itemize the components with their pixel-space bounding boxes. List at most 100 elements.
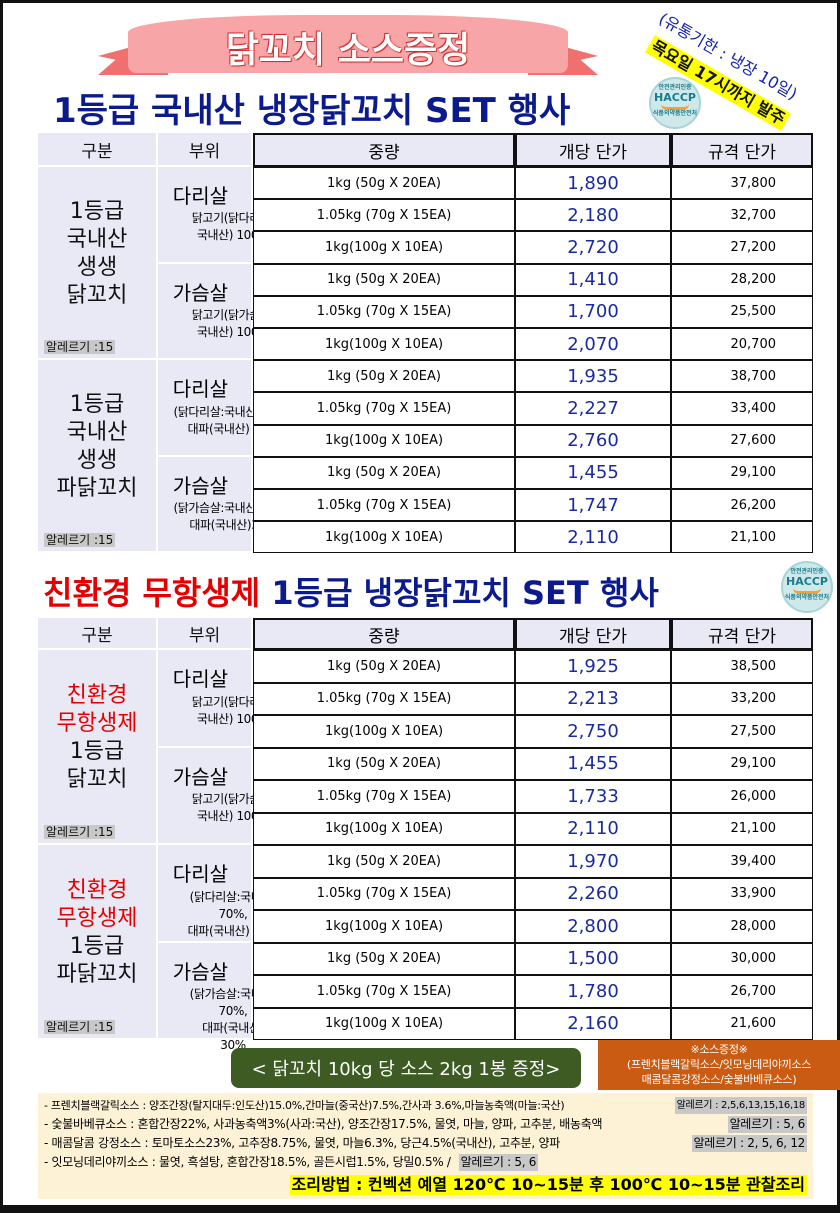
spec-price-cell: 38,700 [671, 360, 813, 393]
weight-cell: 1kg(100g X 10EA) [253, 910, 515, 943]
spec-price-cell: 28,000 [671, 910, 813, 943]
sauce-row: - 프렌치블랙갈릭소스 : 양조간장(탈지대두:인도산)15.0%,간마늘(중국… [44, 1097, 807, 1114]
category-cell: 친환경 무항생제 1등급 파닭꼬치 알레르기 :15 [38, 845, 158, 1040]
allergy-badge: 알레르기 :15 [44, 340, 116, 355]
weight-cell: 1.05kg (70g X 15EA) [253, 392, 515, 425]
ingredient-text: (닭가슴살:국내산) 70%, 대파(국내산) 30% [189, 987, 277, 1053]
sauce-ingredients: - 잇모닝데리야끼소스 : 물엿, 흑설탕, 혼합간장18.5%, 골든시럽1.… [44, 1155, 451, 1169]
unit-price-cell: 2,800 [515, 910, 671, 943]
part-name: 다리살 [172, 667, 228, 692]
spec-price-cell: 29,100 [671, 747, 813, 780]
header-category: 구분 [38, 618, 158, 650]
haccp-smile-icon [661, 104, 689, 110]
unit-price-cell: 2,110 [515, 521, 671, 554]
category-name: 1등급 국내산 생생 닭꼬치 [66, 198, 128, 308]
unit-price-cell: 1,970 [515, 845, 671, 878]
haccp-top-text: 안전관리인증 [658, 84, 692, 91]
sauce-gift-title: ※소스증정※ [690, 1043, 748, 1056]
unit-price-cell: 2,227 [515, 392, 671, 425]
allergy-badge: 알레르기 :15 [44, 1020, 116, 1034]
haccp-mark: HACCP [654, 91, 696, 104]
spec-price-cell: 29,100 [671, 456, 813, 489]
weight-cell: 1.05kg (70g X 15EA) [253, 877, 515, 910]
spec-price-cell: 26,200 [671, 489, 813, 522]
sauce-row: - 잇모닝데리야끼소스 : 물엿, 흑설탕, 혼합간장18.5%, 골든시럽1.… [44, 1154, 807, 1171]
spec-price-cell: 33,200 [671, 682, 813, 715]
unit-price-cell: 2,750 [515, 715, 671, 748]
section2-title-main: 1등급 냉장닭꼬치 SET 행사 [271, 574, 659, 612]
spec-price-cell: 33,900 [671, 877, 813, 910]
category-eco-label: 친환경 무항생제 [56, 682, 138, 736]
unit-price-cell: 1,700 [515, 295, 671, 328]
spec-price-cell: 21,100 [671, 521, 813, 554]
weight-cell: 1kg(100g X 10EA) [253, 715, 515, 748]
sauce-allergy: 알레르기 : 5, 6 [727, 1116, 807, 1133]
sauce-ingredients: - 매콤달콤 강정소스 : 토마토소스23%, 고추장8.75%, 물엿, 마늘… [44, 1136, 560, 1150]
unit-price-cell: 2,160 [515, 1007, 671, 1040]
haccp-logo: 안전관리인증 HACCP 식품의약품안전처 [649, 77, 701, 129]
spec-price-cell: 26,700 [671, 975, 813, 1008]
header-unit-price: 개당 단가 [515, 133, 671, 167]
sauce-allergy: 알레르기 : 2,5,6,13,15,16,18 [674, 1097, 807, 1114]
unit-price-cell: 1,890 [515, 167, 671, 200]
header-spec-price: 규격 단가 [671, 618, 813, 650]
haccp-mark: HACCP [786, 575, 828, 588]
part-cell [158, 942, 253, 1040]
gift-banner: < 닭꼬치 10kg 당 소스 2kg 1봉 증정> [231, 1048, 581, 1088]
weight-cell: 1kg(100g X 10EA) [253, 521, 515, 554]
category-name: 1등급 국내산 생생 파닭꼬치 [56, 391, 138, 501]
section1-title: 1등급 국내산 냉장닭꼬치 SET 행사 [53, 91, 571, 131]
weight-cell: 1kg (50g X 20EA) [253, 650, 515, 683]
sauce-row: - 숯불바베큐소스 : 혼합간장22%, 사과농축액3%(사과:국산), 양조간… [44, 1116, 807, 1133]
weight-cell: 1.05kg (70g X 15EA) [253, 975, 515, 1008]
weight-cell: 1kg(100g X 10EA) [253, 231, 515, 264]
allergy-badge: 알레르기 :15 [44, 533, 116, 548]
unit-price-cell: 1,455 [515, 456, 671, 489]
section2-title-eco: 친환경 무항생제 [43, 574, 261, 612]
unit-price-cell: 1,935 [515, 360, 671, 393]
part-cell [158, 360, 253, 457]
unit-price-cell: 1,780 [515, 975, 671, 1008]
spec-price-cell: 32,700 [671, 199, 813, 232]
weight-cell: 1.05kg (70g X 15EA) [253, 780, 515, 813]
unit-price-cell: 2,110 [515, 812, 671, 845]
unit-price-cell: 2,720 [515, 231, 671, 264]
haccp-bottom-text: 식품의약품안전처 [652, 110, 698, 117]
spec-price-cell: 28,200 [671, 263, 813, 296]
haccp-top-text: 안전관리인증 [790, 568, 824, 575]
spec-price-cell: 39,400 [671, 845, 813, 878]
sauce-gift-line: (프렌치블랙갈릭소스/잇모닝데리야끼소스 [626, 1058, 812, 1071]
spec-price-cell: 38,500 [671, 650, 813, 683]
weight-cell: 1.05kg (70g X 15EA) [253, 682, 515, 715]
spec-price-cell: 33,400 [671, 392, 813, 425]
header-part: 부위 [158, 133, 253, 167]
unit-price-cell: 2,213 [515, 682, 671, 715]
unit-price-cell: 1,500 [515, 942, 671, 975]
part-cell [158, 747, 253, 845]
haccp-bottom-text: 식품의약품안전처 [784, 594, 830, 601]
header-unit-price: 개당 단가 [515, 618, 671, 650]
spec-price-cell: 20,700 [671, 328, 813, 361]
header-part: 부위 [158, 618, 253, 650]
weight-cell: 1kg(100g X 10EA) [253, 1007, 515, 1040]
weight-cell: 1kg(100g X 10EA) [253, 424, 515, 457]
category-name: 1등급 파닭꼬치 [56, 933, 138, 987]
unit-price-cell: 1,733 [515, 780, 671, 813]
haccp-smile-icon [793, 588, 821, 594]
section2-title: 친환경 무항생제 1등급 냉장닭꼬치 SET 행사 [43, 568, 659, 614]
unit-price-cell: 2,180 [515, 199, 671, 232]
spec-price-cell: 27,500 [671, 715, 813, 748]
sauce-row: - 매콤달콤 강정소스 : 토마토소스23%, 고추장8.75%, 물엿, 마늘… [44, 1135, 807, 1152]
sauce-ingredients: - 숯불바베큐소스 : 혼합간장22%, 사과농축액3%(사과:국산), 양조간… [44, 1117, 603, 1131]
category-cell: 친환경 무항생제 1등급 닭꼬치 알레르기 :15 [38, 650, 158, 845]
header-weight: 중량 [253, 133, 515, 167]
spec-price-cell: 26,000 [671, 780, 813, 813]
sauce-info: - 프렌치블랙갈릭소스 : 양조간장(탈지대두:인도산)15.0%,간마늘(중국… [38, 1093, 813, 1199]
part-cell [158, 456, 253, 554]
part-cell [158, 263, 253, 361]
weight-cell: 1kg (50g X 20EA) [253, 167, 515, 200]
spec-price-cell: 27,600 [671, 424, 813, 457]
